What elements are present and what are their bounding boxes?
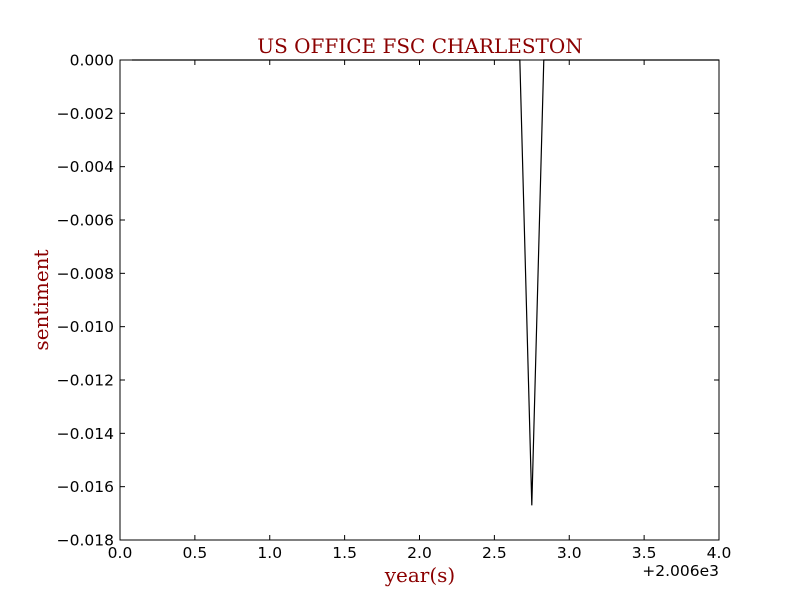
y-axis-title: sentiment <box>29 249 53 350</box>
y-tick-label: −0.002 <box>57 105 114 123</box>
y-tick-label: −0.012 <box>57 372 114 390</box>
x-tick-label: 1.5 <box>332 544 357 562</box>
y-tick-label: −0.014 <box>57 425 114 443</box>
y-axis: 0.000 −0.002 −0.004 −0.006 −0.008 −0.010 −0.01… <box>57 52 719 550</box>
x-axis-title: year(s) <box>384 563 456 587</box>
series-layer <box>131 59 719 506</box>
x-tick-label: 1.0 <box>257 544 282 562</box>
x-tick-label: 0.0 <box>108 544 133 562</box>
x-tick-label: 2.0 <box>407 544 432 562</box>
y-tick-label: −0.008 <box>57 265 114 283</box>
x-tick-label: 0.5 <box>183 544 208 562</box>
x-tick-label: 2.5 <box>482 544 507 562</box>
x-axis-offset-label: +2.006e3 <box>642 562 719 580</box>
x-tick-label: 3.5 <box>632 544 657 562</box>
x-axis: 0.0 0.5 1.0 1.5 2.0 2.5 3.0 3.5 4.0 <box>108 60 732 562</box>
y-tick-label: −0.018 <box>57 532 114 550</box>
y-tick-label: −0.010 <box>57 318 114 336</box>
y-tick-label: −0.006 <box>57 212 114 230</box>
series-line <box>131 59 719 506</box>
y-tick-label: 0.000 <box>70 52 114 70</box>
x-tick-label: 3.0 <box>557 544 582 562</box>
y-tick-label: −0.016 <box>57 478 114 496</box>
plot-area <box>119 59 720 541</box>
x-tick-label: 4.0 <box>707 544 732 562</box>
chart-title: US OFFICE FSC CHARLESTON <box>257 34 583 58</box>
y-tick-label: −0.004 <box>57 158 114 176</box>
